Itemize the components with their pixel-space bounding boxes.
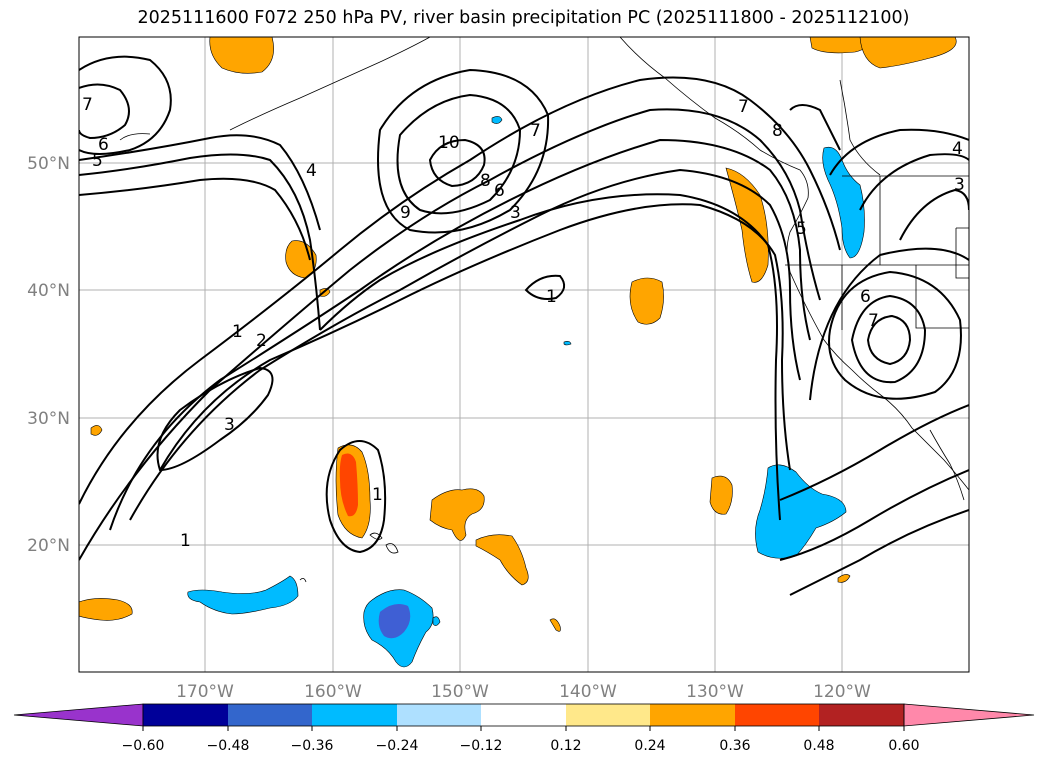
colorbar: −0.60 −0.48 −0.36 −0.24 −0.12 0.12 0.24 … [13, 703, 1035, 754]
map-frame [78, 36, 970, 673]
colorbar-tick-label: 0.12 [550, 738, 581, 754]
map-title: 2025111600 F072 250 hPa PV, river basin … [137, 8, 910, 28]
lon-labels: 170°W 160°W 150°W 140°W 130°W 120°W [176, 682, 871, 702]
lat-label: 30°N [27, 409, 70, 429]
contour-label: 5 [92, 151, 103, 171]
colorbar-tick-label: 0.24 [634, 738, 665, 754]
colorbar-segment [819, 704, 904, 726]
contour-label: 3 [954, 175, 965, 195]
contour-label: 4 [952, 139, 963, 159]
contour-label: 6 [494, 181, 505, 201]
colorbar-tick-label: −0.60 [122, 738, 165, 754]
colorbar-segment [228, 704, 312, 726]
contour-label: 1 [232, 322, 243, 342]
pv-contours [79, 55, 969, 596]
colorbar-tick-label: 0.60 [888, 738, 919, 754]
lat-label: 40°N [27, 281, 70, 301]
colorbar-tick-label: 0.36 [719, 738, 750, 754]
lat-labels: 50°N 40°N 30°N 20°N [27, 154, 70, 556]
colorbar-segment [650, 704, 735, 726]
colorbar-tick-label: −0.24 [376, 738, 419, 754]
colorbar-extend-low [13, 703, 144, 727]
contour-label: 1 [546, 287, 557, 307]
coastlines [119, 37, 969, 583]
contour-label: 8 [772, 121, 783, 141]
contour-label: 6 [98, 135, 109, 155]
contour-label: 7 [82, 95, 93, 115]
lat-label: 20°N [27, 536, 70, 556]
lon-label: 160°W [304, 682, 362, 702]
colorbar-tick-label: −0.12 [460, 738, 503, 754]
contour-label: 3 [224, 415, 235, 435]
contour-label: 1 [372, 485, 383, 505]
colorbar-segment [481, 704, 566, 726]
colorbar-segment [312, 704, 397, 726]
contour-label: 7 [738, 97, 749, 117]
lon-label: 170°W [176, 682, 234, 702]
colorbar-segment [735, 704, 819, 726]
lon-label: 120°W [813, 682, 871, 702]
contour-label: 5 [796, 219, 807, 239]
strong-precip-core [339, 453, 358, 517]
lon-label: 150°W [431, 682, 489, 702]
lon-label: 130°W [686, 682, 744, 702]
contour-label: 3 [510, 203, 521, 223]
colorbar-segment [397, 704, 481, 726]
contour-label: 7 [868, 311, 879, 331]
colorbar-tick-label: −0.36 [291, 738, 334, 754]
colorbar-extend-high [903, 703, 1035, 727]
colorbar-segment [566, 704, 650, 726]
contour-label: 6 [860, 287, 871, 307]
contour-label: 4 [306, 161, 317, 181]
lat-label: 50°N [27, 154, 70, 174]
contour-label: 2 [256, 331, 267, 351]
lon-label: 140°W [559, 682, 617, 702]
strong-negative-core [378, 604, 411, 639]
colorbar-tick-label: 0.48 [803, 738, 834, 754]
colorbar-segment [143, 704, 228, 726]
contour-label: 7 [530, 121, 541, 141]
contour-label: 9 [400, 203, 411, 223]
colorbar-tick-label: −0.48 [207, 738, 250, 754]
contour-label: 10 [438, 133, 460, 153]
map-area: 1 1 1 1 2 3 3 3 4 4 5 5 6 6 6 7 7 7 7 8 … [79, 37, 969, 672]
contour-label: 1 [180, 531, 191, 551]
contour-label: 8 [480, 171, 491, 191]
contour-labels: 1 1 1 1 2 3 3 3 4 4 5 5 6 6 6 7 7 7 7 8 … [82, 95, 965, 551]
